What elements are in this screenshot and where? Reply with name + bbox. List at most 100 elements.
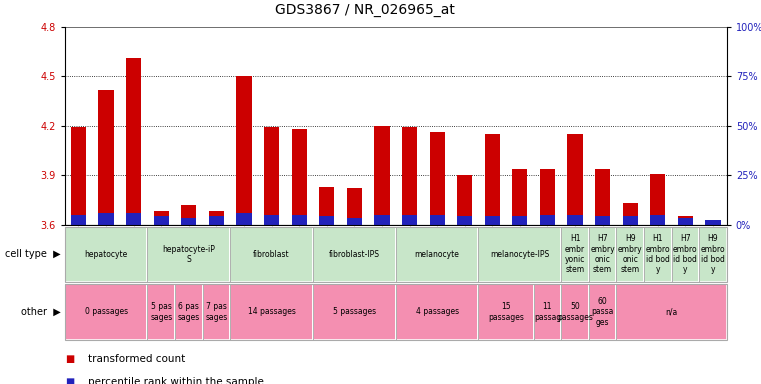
Bar [622,217,638,225]
Bar [561,284,589,340]
Text: percentile rank within the sample: percentile rank within the sample [88,377,263,384]
Bar [699,227,727,282]
Bar [374,126,390,225]
Text: 50
passages: 50 passages [557,302,593,322]
Text: 7 pas
sages: 7 pas sages [205,302,228,322]
Bar [568,134,583,225]
Bar [230,227,313,282]
Text: melanocyte-IPS: melanocyte-IPS [490,250,549,259]
Bar [313,284,396,340]
Bar [457,175,473,225]
Bar [374,215,390,225]
Text: 0 passages: 0 passages [84,308,128,316]
Bar [485,134,500,225]
Bar [65,227,148,282]
Bar [512,169,527,225]
Bar [485,217,500,225]
Text: fibroblast: fibroblast [253,250,290,259]
Bar [313,227,396,282]
Bar [237,213,252,225]
Text: other  ▶: other ▶ [21,307,61,317]
Bar [429,215,444,225]
Bar [154,212,169,225]
Text: H1
embro
id bod
y: H1 embro id bod y [645,234,670,275]
Bar [319,187,334,225]
Bar [533,284,561,340]
Text: H7
embry
onic
stem: H7 embry onic stem [591,234,615,275]
Bar [347,218,362,225]
Text: 60
passa
ges: 60 passa ges [591,297,614,327]
Bar [589,227,616,282]
Bar [126,213,142,225]
Bar [148,284,175,340]
Bar [622,203,638,225]
Bar [230,284,313,340]
Text: H1
embr
yonic
stem: H1 embr yonic stem [565,234,585,275]
Bar [561,227,589,282]
Bar [291,129,307,225]
Bar [705,220,721,225]
Bar [347,189,362,225]
Bar [148,227,230,282]
Text: melanocyte: melanocyte [415,250,460,259]
Bar [589,284,616,340]
Bar [512,217,527,225]
Bar [479,284,533,340]
Bar [98,213,113,225]
Text: hepatocyte-iP
S: hepatocyte-iP S [162,245,215,264]
Bar [678,217,693,225]
Bar [396,284,479,340]
Bar [705,220,721,225]
Text: 14 passages: 14 passages [247,308,295,316]
Bar [237,76,252,225]
Text: cell type  ▶: cell type ▶ [5,249,61,260]
Bar [209,212,224,225]
Bar [154,217,169,225]
Bar [65,284,148,340]
Text: hepatocyte: hepatocyte [84,250,128,259]
Bar [175,284,202,340]
Bar [209,217,224,225]
Bar [71,127,86,225]
Bar [616,227,644,282]
Bar [595,217,610,225]
Bar [181,205,196,225]
Bar [650,174,665,225]
Text: GDS3867 / NR_026965_at: GDS3867 / NR_026965_at [275,3,455,17]
Bar [264,215,279,225]
Text: fibroblast-IPS: fibroblast-IPS [329,250,380,259]
Bar [671,227,699,282]
Bar [540,169,555,225]
Bar [126,58,142,225]
Bar [650,215,665,225]
Bar [402,127,417,225]
Bar [568,215,583,225]
Text: H7
embro
id bod
y: H7 embro id bod y [673,234,698,275]
Bar [429,132,444,225]
Bar [644,227,671,282]
Bar [457,217,473,225]
Bar [479,227,561,282]
Bar [678,218,693,225]
Text: 15
passages: 15 passages [488,302,524,322]
Bar [98,89,113,225]
Bar [202,284,230,340]
Text: 6 pas
sages: 6 pas sages [178,302,200,322]
Bar [595,169,610,225]
Text: ■: ■ [65,354,74,364]
Text: ■: ■ [65,377,74,384]
Bar [402,215,417,225]
Bar [181,218,196,225]
Text: transformed count: transformed count [88,354,185,364]
Text: n/a: n/a [665,308,678,316]
Text: 5 pas
sages: 5 pas sages [150,302,172,322]
Bar [291,215,307,225]
Text: H9
embry
onic
stem: H9 embry onic stem [618,234,642,275]
Bar [264,127,279,225]
Bar [396,227,479,282]
Bar [540,215,555,225]
Text: 5 passages: 5 passages [333,308,376,316]
Text: H9
embro
id bod
y: H9 embro id bod y [701,234,725,275]
Text: 4 passages: 4 passages [416,308,459,316]
Bar [71,215,86,225]
